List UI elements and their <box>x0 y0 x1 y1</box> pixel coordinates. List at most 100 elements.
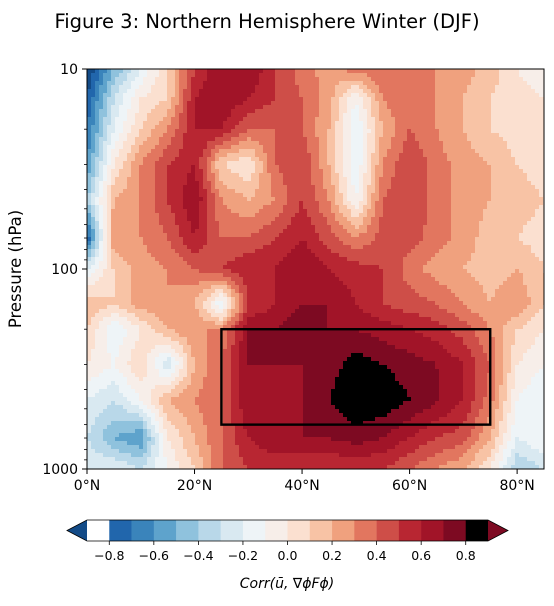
field-cell <box>223 125 228 130</box>
field-cell <box>195 181 200 186</box>
field-cell <box>223 221 228 226</box>
field-cell <box>411 169 416 174</box>
field-cell <box>355 161 360 166</box>
field-cell <box>415 217 420 222</box>
field-cell <box>379 133 384 138</box>
field-cell <box>443 105 448 110</box>
field-cell <box>103 173 108 178</box>
field-cell <box>239 133 244 138</box>
field-cell <box>367 209 372 214</box>
field-cell <box>111 161 116 166</box>
field-cell <box>379 213 384 218</box>
field-cell <box>447 177 452 182</box>
field-cell <box>131 217 136 222</box>
field-cell <box>215 237 220 242</box>
field-cell <box>523 217 528 222</box>
field-cell <box>447 137 452 142</box>
field-cell <box>99 121 104 126</box>
field-cell <box>103 105 108 110</box>
field-cell <box>407 225 412 230</box>
field-cell <box>131 141 136 146</box>
field-cell <box>295 213 300 218</box>
field-cell <box>371 85 376 90</box>
field-cell <box>243 113 248 118</box>
field-cell <box>143 117 148 122</box>
field-cell <box>535 165 540 170</box>
field-cell <box>507 161 512 166</box>
field-cell <box>223 73 228 78</box>
field-cell <box>539 209 544 214</box>
field-cell <box>399 177 404 182</box>
field-cell <box>523 113 528 118</box>
field-cell <box>367 77 372 82</box>
field-cell <box>451 81 456 86</box>
field-cell <box>387 189 392 194</box>
field-cell <box>515 89 520 94</box>
field-cell <box>459 109 464 114</box>
field-cell <box>255 137 260 142</box>
field-cell <box>395 213 400 218</box>
field-cell <box>159 85 164 90</box>
field-cell <box>159 69 164 74</box>
field-cell <box>143 165 148 170</box>
field-cell <box>263 157 268 162</box>
field-cell <box>511 153 516 158</box>
field-cell <box>163 177 168 182</box>
field-cell <box>163 81 168 86</box>
field-cell <box>115 93 120 98</box>
field-cell <box>299 121 304 126</box>
field-cell <box>419 77 424 82</box>
field-cell <box>467 69 472 74</box>
field-cell <box>99 169 104 174</box>
field-cell <box>127 169 132 174</box>
field-cell <box>255 233 260 238</box>
field-cell <box>279 133 284 138</box>
field-cell <box>283 221 288 226</box>
field-cell <box>411 157 416 162</box>
field-cell <box>387 217 392 222</box>
field-cell <box>407 137 412 142</box>
field-cell <box>443 77 448 82</box>
field-cell <box>539 217 544 222</box>
field-cell <box>167 201 172 206</box>
field-cell <box>463 133 468 138</box>
field-cell <box>163 137 168 142</box>
field-cell <box>87 213 92 218</box>
field-cell <box>131 225 136 230</box>
field-cell <box>231 193 236 198</box>
field-cell <box>147 133 152 138</box>
field-cell <box>259 237 264 242</box>
field-cell <box>131 77 136 82</box>
field-cell <box>151 121 156 126</box>
field-cell <box>383 113 388 118</box>
field-cell <box>95 157 100 162</box>
field-cell <box>535 69 540 74</box>
field-cell <box>419 169 424 174</box>
field-cell <box>87 217 92 222</box>
field-cell <box>507 77 512 82</box>
field-cell <box>239 177 244 182</box>
field-cell <box>211 137 216 142</box>
field-cell <box>135 105 140 110</box>
field-cell <box>255 85 260 90</box>
field-cell <box>447 141 452 146</box>
field-cell <box>327 149 332 154</box>
field-cell <box>319 105 324 110</box>
field-cell <box>375 189 380 194</box>
field-cell <box>131 97 136 102</box>
field-cell <box>95 89 100 94</box>
field-cell <box>511 201 516 206</box>
field-cell <box>539 141 544 146</box>
field-cell <box>371 209 376 214</box>
field-cell <box>231 153 236 158</box>
field-cell <box>303 93 308 98</box>
field-cell <box>199 181 204 186</box>
field-cell <box>91 225 96 230</box>
field-cell <box>99 221 104 226</box>
field-cell <box>215 101 220 106</box>
field-cell <box>199 169 204 174</box>
field-cell <box>327 121 332 126</box>
field-cell <box>395 77 400 82</box>
field-cell <box>495 189 500 194</box>
field-cell <box>95 101 100 106</box>
